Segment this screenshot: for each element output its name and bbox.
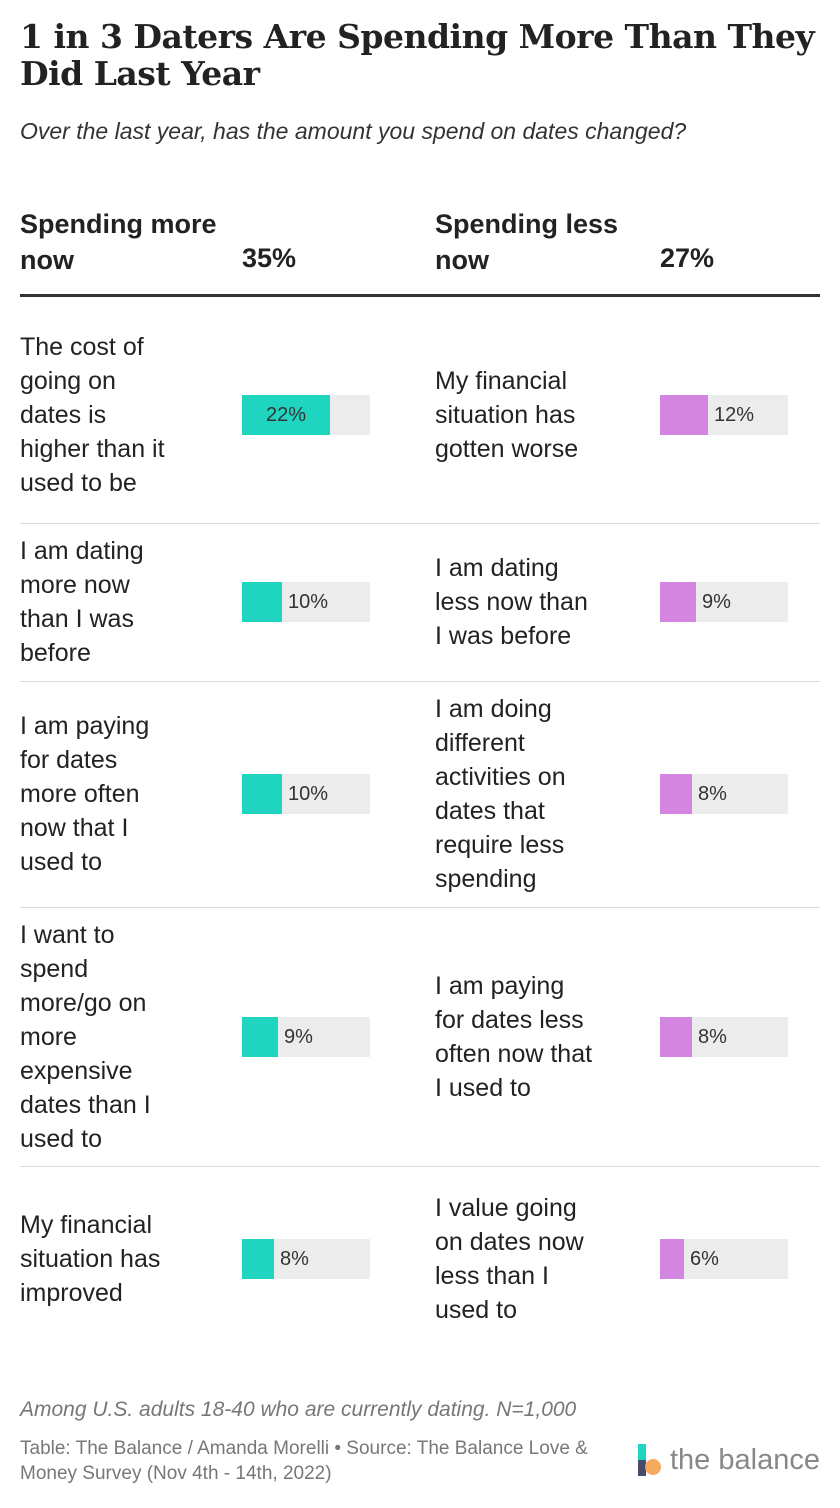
right-bar — [660, 394, 708, 435]
left-column-heading: Spending more now — [20, 209, 217, 275]
right-bar — [660, 774, 692, 814]
left-bar-track: 10% — [242, 774, 370, 814]
right-bar-label: 12% — [714, 403, 755, 426]
right-column-heading: Spending less now — [435, 209, 619, 275]
chart-title: 1 in 3 Daters Are Spending More Than The… — [20, 17, 815, 93]
row-separator — [20, 523, 820, 524]
right-bar — [660, 1016, 692, 1057]
right-bar-label: 8% — [698, 783, 727, 805]
row-separator — [20, 681, 820, 682]
right-bar-track: 6% — [660, 1239, 788, 1279]
right-bar-track: 9% — [660, 582, 788, 622]
left-bar — [242, 1016, 278, 1057]
right-bar-track: 8% — [660, 774, 788, 814]
the-balance-logo: the balance — [636, 1440, 826, 1480]
right-bar-label: 9% — [702, 591, 731, 613]
left-reason-text: I am dating more now than I was before — [20, 537, 144, 667]
right-bar-label: 8% — [698, 1025, 727, 1048]
left-bar-label: 10% — [288, 783, 329, 805]
left-bar-track: 9% — [242, 1016, 370, 1057]
left-reason-text: The cost of going on dates is higher tha… — [20, 332, 165, 497]
right-bar — [660, 1239, 684, 1279]
left-reason-text: My financial situation has improved — [20, 1211, 161, 1307]
left-bar-label: 9% — [284, 1025, 313, 1048]
left-bar-track: 22% — [242, 394, 370, 435]
balance-logo-icon — [638, 1444, 661, 1476]
left-reason-text: I am paying for dates more often now tha… — [20, 712, 150, 876]
right-reason-text: My financial situation has gotten worse — [435, 366, 579, 463]
left-bar-track: 10% — [242, 582, 370, 622]
right-bar-track: 8% — [660, 1016, 788, 1057]
right-reason-text: I am paying for dates less often now tha… — [435, 971, 593, 1102]
left-bar-label: 8% — [280, 1248, 309, 1270]
left-bar-label: 22% — [265, 403, 307, 426]
row-separator — [20, 1166, 820, 1167]
row-separator — [20, 907, 820, 908]
right-bar — [660, 582, 696, 622]
header-rule — [20, 294, 820, 297]
left-bar-label: 10% — [288, 591, 329, 613]
logo-text: the balance — [670, 1444, 820, 1476]
right-reason-text: I value going on dates now less than I u… — [435, 1194, 584, 1324]
left-bar — [242, 774, 282, 814]
source-credit: Table: The Balance / Amanda Morelli • So… — [20, 1438, 588, 1484]
left-column-total: 35% — [242, 243, 297, 273]
left-reason-text: I want to spend more/go on more expensiv… — [20, 920, 151, 1153]
survey-note: Among U.S. adults 18-40 who are currentl… — [20, 1398, 577, 1421]
left-bar — [242, 1239, 274, 1279]
chart-subtitle: Over the last year, has the amount you s… — [20, 118, 687, 144]
right-reason-text: I am dating less now than I was before — [435, 554, 588, 650]
right-column-total: 27% — [660, 243, 715, 273]
left-bar — [242, 582, 282, 622]
right-reason-text: I am doing different activities on dates… — [435, 695, 566, 893]
left-bar-track: 8% — [242, 1239, 370, 1279]
right-bar-label: 6% — [690, 1248, 719, 1270]
right-bar-track: 12% — [660, 394, 788, 435]
left-bar — [242, 394, 330, 435]
